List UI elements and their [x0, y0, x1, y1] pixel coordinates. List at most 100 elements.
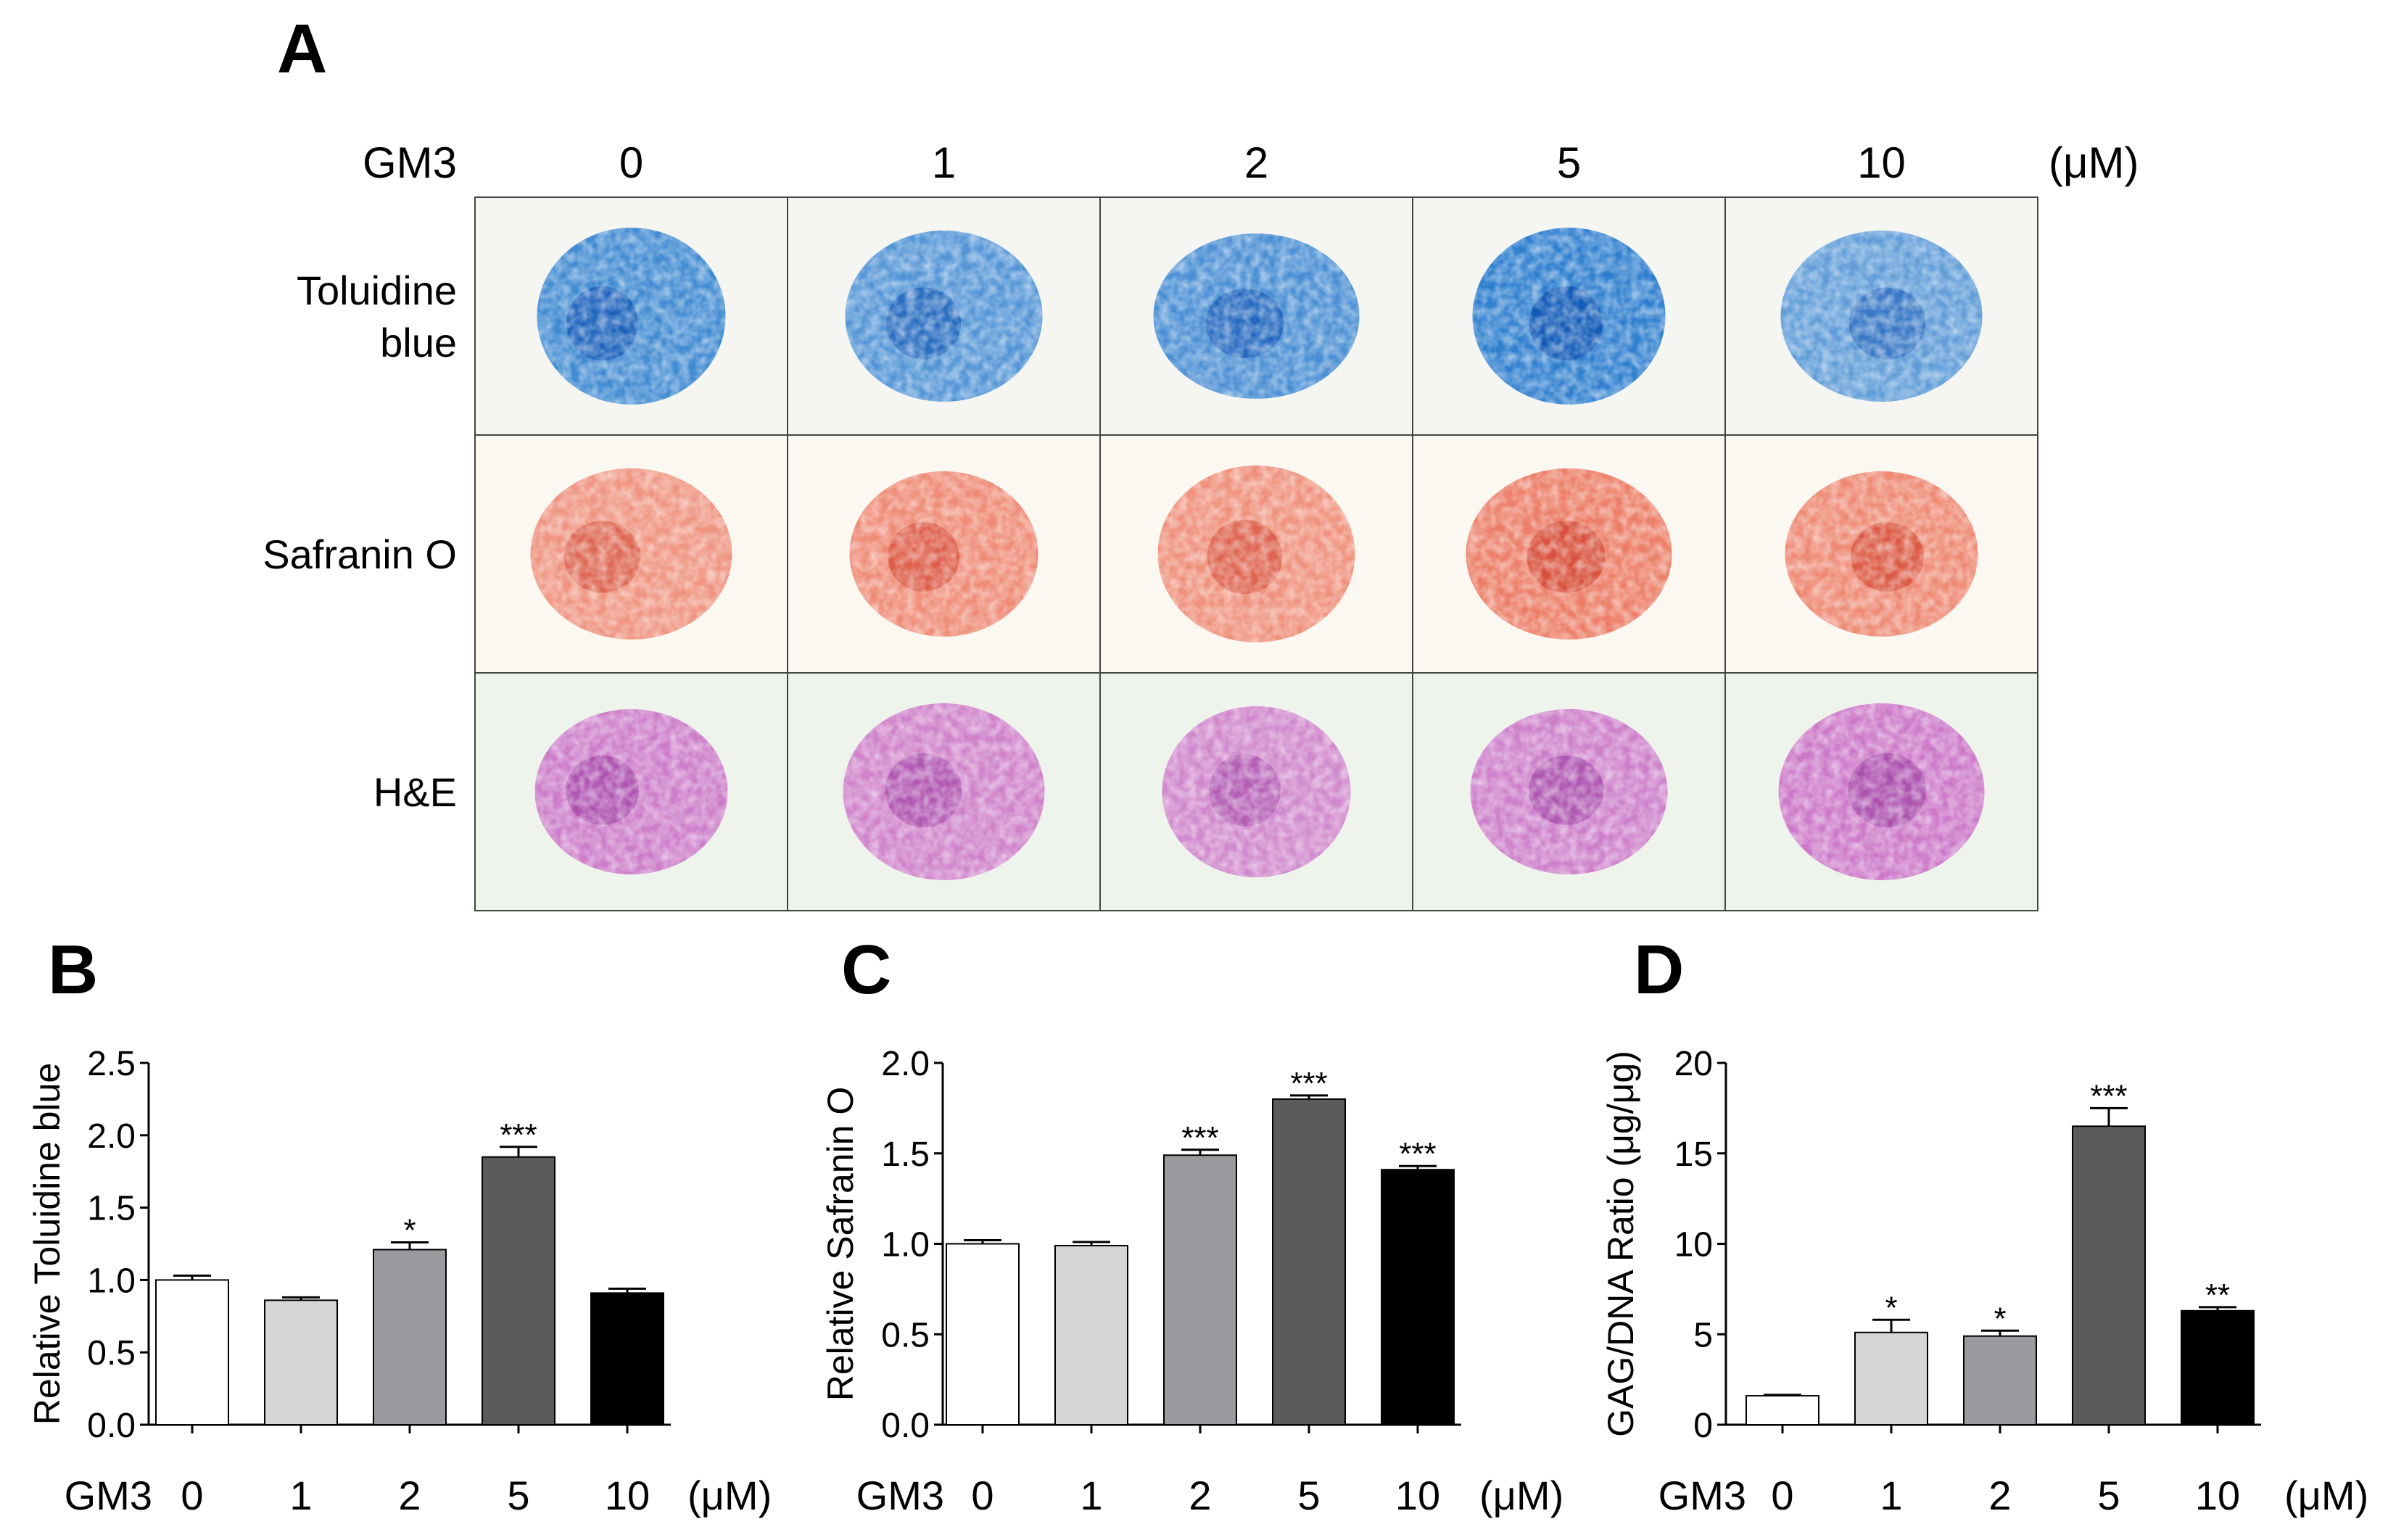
bar [590, 1292, 664, 1426]
tissue-texture [1778, 703, 1985, 880]
histology-image [474, 434, 788, 674]
x-category-label: 1 [1880, 1473, 1902, 1518]
x-axis-title: GM3 [65, 1473, 152, 1518]
y-tick-label: 10 [1674, 1226, 1713, 1264]
x-category-label: 0 [971, 1473, 993, 1518]
bar [946, 1243, 1020, 1425]
tissue-texture [1785, 471, 1978, 637]
histology-image [1724, 434, 2038, 674]
panel-a-dose-label: 2 [1244, 138, 1268, 187]
y-tick-label: 0.0 [881, 1407, 930, 1445]
histology-image [1412, 434, 1726, 674]
chart-b: 0.0 0.5 1.0 1.5 2.0 2.5 Relative Toluidine blu… [27, 1045, 772, 1518]
panel-label-a: A [277, 10, 327, 88]
bar [373, 1249, 447, 1426]
panel-label-d: D [1634, 931, 1684, 1009]
tissue-texture [1466, 468, 1672, 639]
x-category-label: 2 [1988, 1473, 2011, 1518]
panel-a-treatment-label: GM3 [363, 138, 457, 187]
tissue-texture [849, 471, 1038, 637]
tissue-texture [1153, 233, 1360, 399]
y-tick-label: 2.0 [87, 1117, 136, 1156]
panel-a-dose-label: 1 [932, 138, 956, 187]
histology-image [787, 672, 1101, 911]
y-tick-label: 1.0 [87, 1262, 136, 1300]
x-axis-title: GM3 [1658, 1473, 1746, 1518]
tissue-texture [534, 709, 728, 874]
x-axis-unit: (μM) [2284, 1473, 2368, 1518]
y-tick-label: 5 [1693, 1316, 1713, 1354]
y-tick-label: 1.5 [881, 1135, 930, 1174]
y-tick-label: 0 [1693, 1407, 1713, 1445]
bar [1054, 1244, 1128, 1425]
bar [1163, 1154, 1237, 1425]
histology-image [1412, 196, 1726, 436]
significance-marker: *** [2090, 1078, 2127, 1114]
x-axis-unit: (μM) [687, 1473, 772, 1518]
histology-image [1412, 672, 1726, 911]
histology-image [787, 434, 1101, 674]
bar [2072, 1125, 2146, 1425]
bar [482, 1156, 555, 1425]
panel-a-row-label: Toluidine [297, 268, 457, 313]
panel-a-dose-label: 5 [1557, 138, 1581, 187]
panel-label-b: B [48, 931, 98, 1009]
histology-image [474, 196, 788, 436]
y-tick-label: 15 [1674, 1135, 1713, 1174]
y-tick-label: 1.5 [87, 1190, 136, 1228]
bar [264, 1299, 338, 1425]
panel-a-dose-label: 0 [619, 138, 643, 187]
significance-marker: *** [1399, 1136, 1436, 1172]
tissue-texture [845, 231, 1043, 402]
x-category-label: 10 [1395, 1473, 1440, 1518]
x-category-label: 10 [605, 1473, 650, 1518]
x-category-label: 0 [181, 1473, 203, 1518]
x-category-label: 1 [289, 1473, 312, 1518]
panel-a-row-label: Safranin O [263, 531, 457, 577]
histology-image [1099, 672, 1413, 911]
x-axis-title: GM3 [856, 1473, 944, 1518]
tissue-texture [1157, 465, 1355, 642]
x-category-label: 2 [1189, 1473, 1211, 1518]
x-category-label: 5 [2097, 1473, 2120, 1518]
x-category-label: 5 [507, 1473, 529, 1518]
x-category-label: 5 [1297, 1473, 1320, 1518]
histology-image [1724, 672, 2038, 911]
tissue-texture [530, 468, 732, 639]
histology-image [1724, 196, 2038, 436]
panel-a-row-label: H&E [373, 769, 457, 815]
histology-image [787, 196, 1101, 436]
bar [1272, 1098, 1346, 1426]
significance-marker: *** [500, 1117, 537, 1153]
y-tick-label: 0.5 [87, 1334, 136, 1373]
y-axis-title: Relative Toluidine blue [27, 1063, 67, 1425]
tissue-texture [843, 703, 1045, 880]
bar [1745, 1395, 1819, 1425]
x-category-label: 0 [1771, 1473, 1793, 1518]
y-tick-label: 20 [1674, 1045, 1713, 1083]
bar [1381, 1169, 1455, 1425]
significance-marker: * [1885, 1290, 1897, 1325]
histology-image [1099, 196, 1413, 436]
chart-c: 0.0 0.5 1.0 1.5 2.0 Relative Safranin O 0 1 *** 2… [820, 1045, 1563, 1518]
y-tick-label: 2.5 [87, 1045, 136, 1083]
bar [1854, 1331, 1928, 1426]
tissue-texture [1472, 228, 1666, 405]
tissue-texture [1470, 709, 1668, 874]
panel-a-dose-label: 10 [1857, 138, 1906, 187]
histology-image [474, 672, 788, 911]
significance-marker: * [403, 1213, 416, 1249]
significance-marker: *** [1181, 1120, 1218, 1156]
x-category-label: 2 [398, 1473, 421, 1518]
chart-d: 0 5 10 15 20 GAG/DNA Ratio (μg/μg) 0 * 1 * 2 *** 5 **… [1600, 1045, 2368, 1518]
significance-marker: ** [2205, 1278, 2230, 1313]
histology-image [1099, 434, 1413, 674]
significance-marker: * [1994, 1301, 2006, 1336]
bar [1963, 1335, 2037, 1425]
y-axis-title: Relative Safranin O [820, 1087, 861, 1402]
panel-label-c: C [841, 931, 891, 1009]
bar [2181, 1309, 2255, 1425]
y-axis-title: GAG/DNA Ratio (μg/μg) [1600, 1051, 1641, 1437]
tissue-texture [1162, 706, 1351, 877]
